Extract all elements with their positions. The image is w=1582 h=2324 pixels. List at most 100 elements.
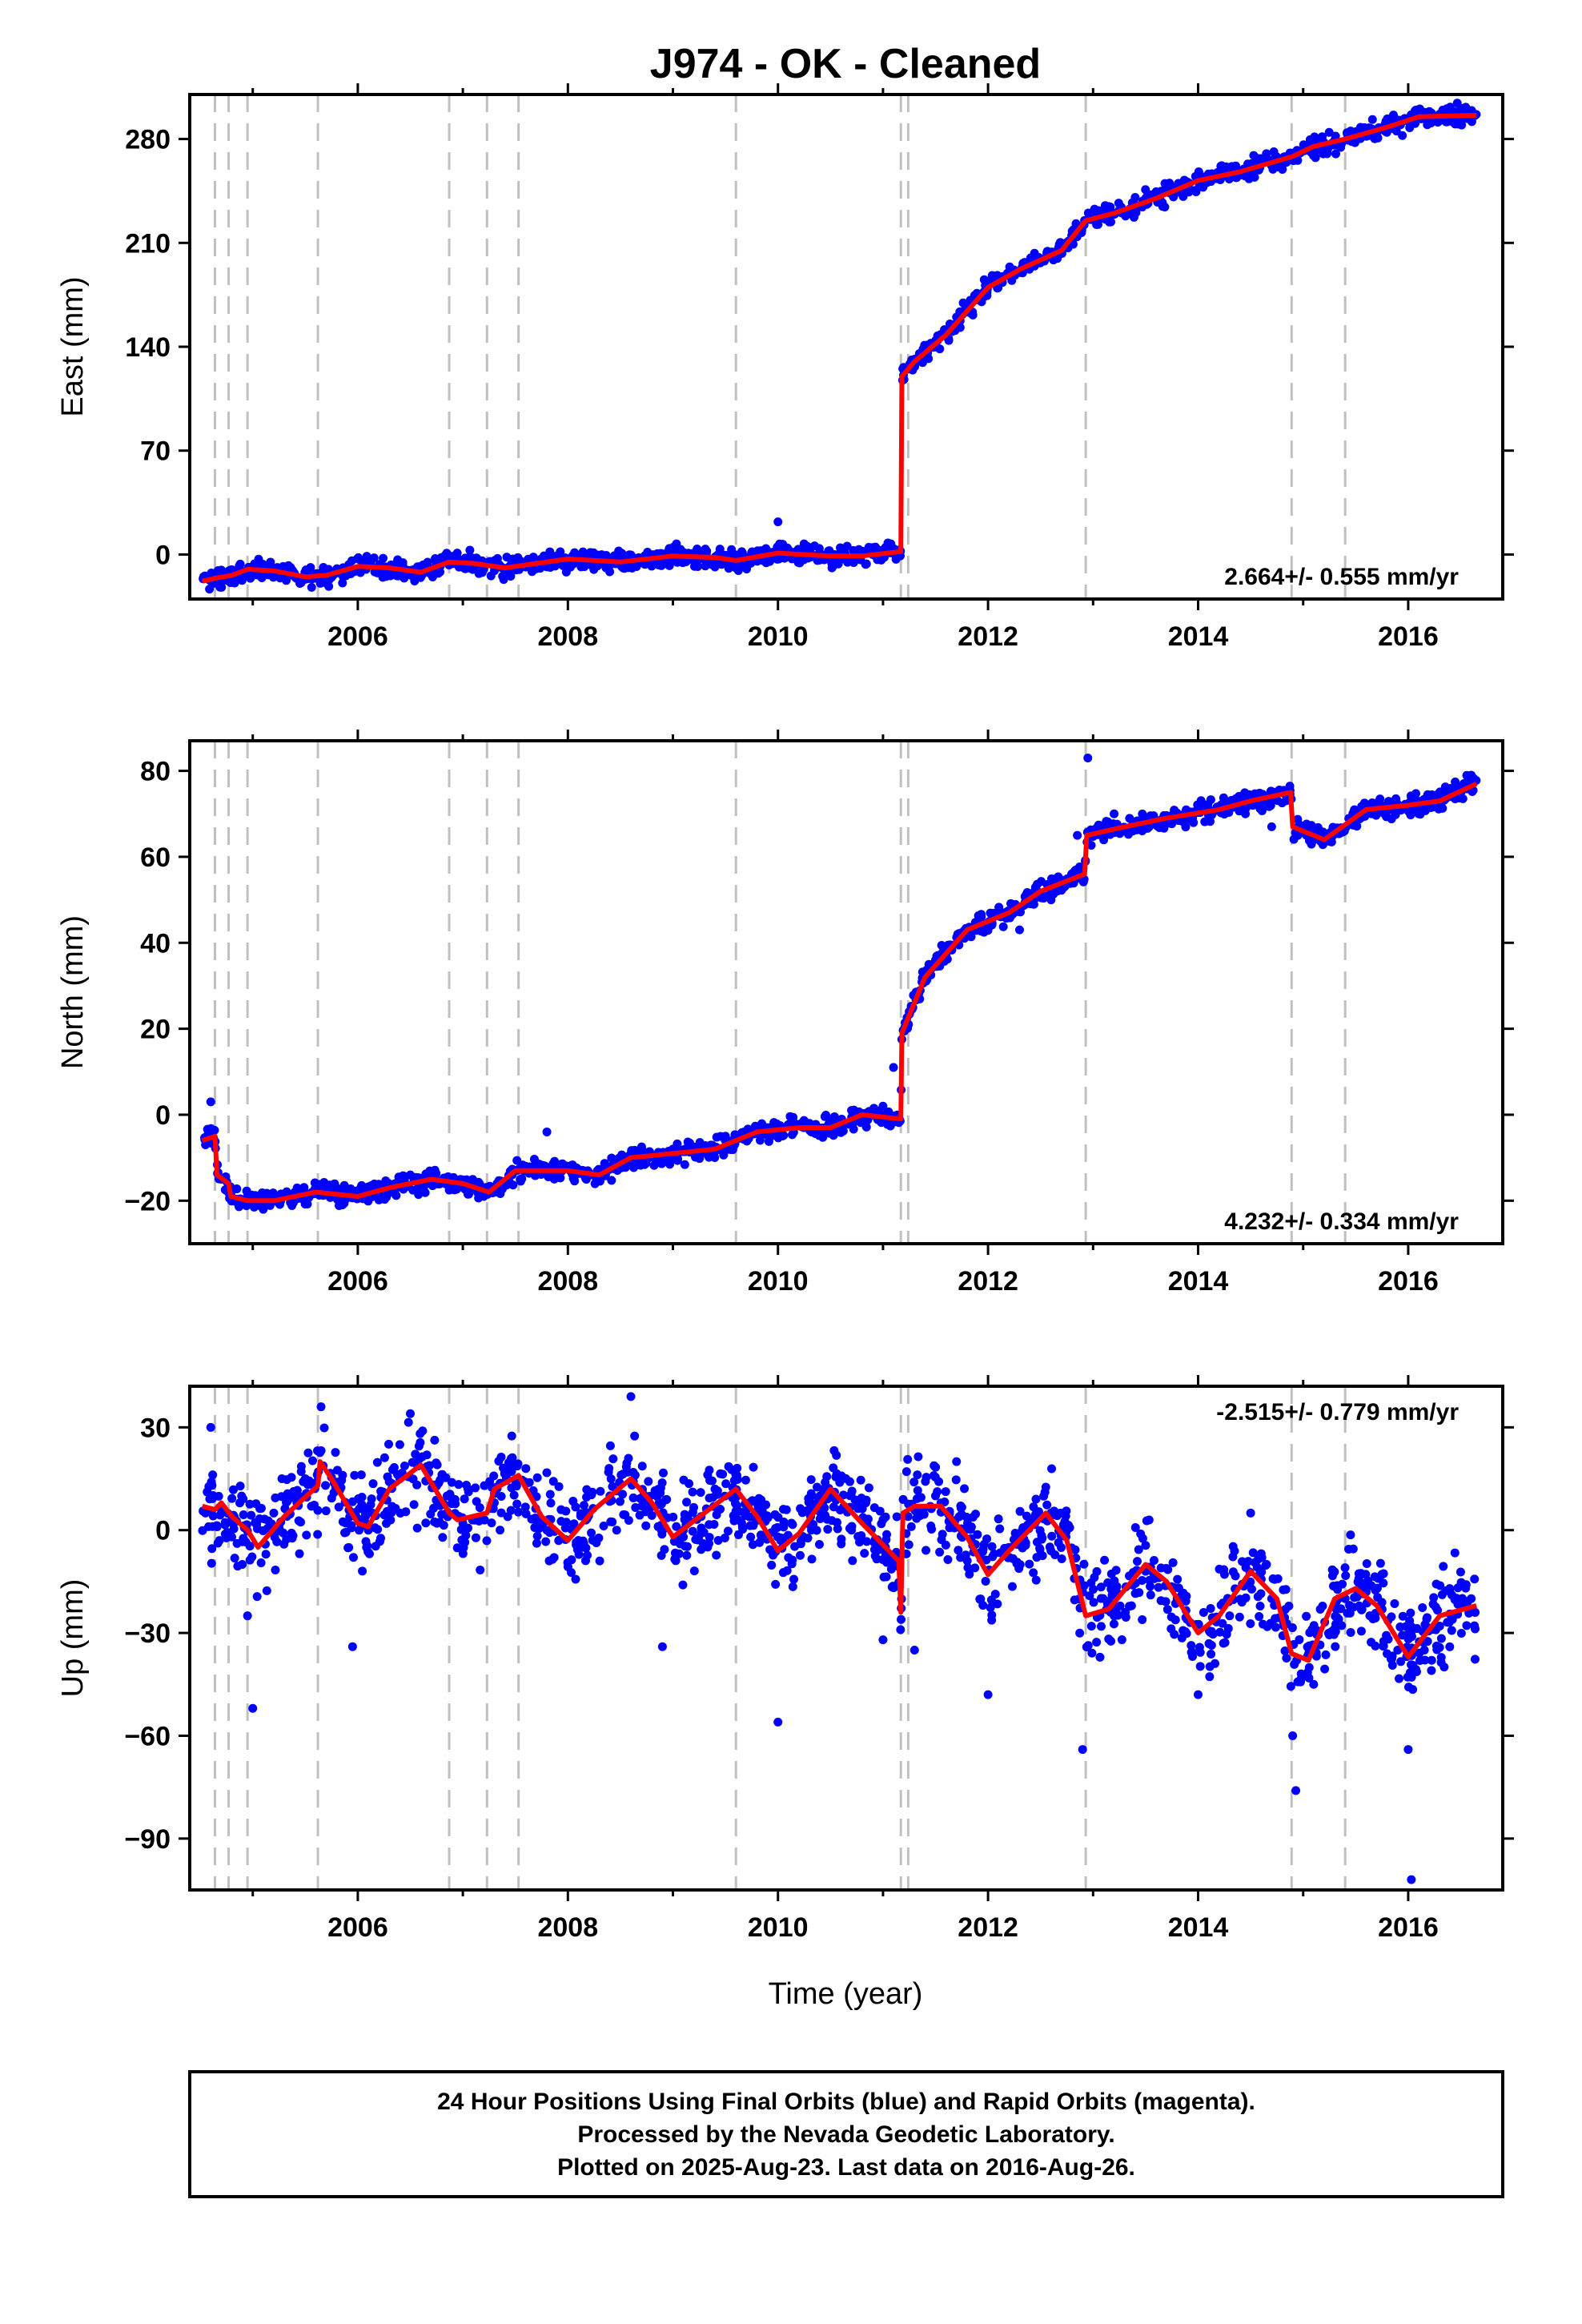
data-point bbox=[502, 570, 512, 580]
x-tick-label-5: 2016 bbox=[1378, 1912, 1439, 1943]
data-point-anchor-38 bbox=[1078, 1745, 1087, 1755]
data-point bbox=[913, 1452, 923, 1462]
panels-group: 0 70 140 210 280 2006 2008 2010 2012 2014 2016 East… bbox=[56, 83, 1514, 1943]
data-point bbox=[571, 1574, 580, 1584]
data-point bbox=[1219, 793, 1228, 802]
data-point bbox=[1162, 1605, 1172, 1614]
data-point bbox=[697, 1528, 706, 1538]
data-point bbox=[803, 1534, 813, 1543]
data-point bbox=[1083, 1641, 1093, 1651]
data-point bbox=[1030, 1510, 1040, 1519]
data-point bbox=[617, 1150, 627, 1160]
panel-frame bbox=[188, 739, 1504, 1245]
data-point bbox=[1408, 1685, 1418, 1695]
data-point bbox=[1439, 1562, 1448, 1571]
data-point bbox=[497, 1184, 507, 1194]
data-point bbox=[869, 1545, 879, 1554]
data-point bbox=[576, 1509, 585, 1518]
data-point bbox=[787, 554, 797, 564]
data-point bbox=[924, 959, 934, 969]
data-point bbox=[665, 561, 674, 570]
data-point bbox=[1056, 1508, 1066, 1518]
panel-up: −90 −60 −30 0 30 2006 2008 2010 2012 2014 2016 Up (… bbox=[56, 1375, 1514, 1943]
data-point bbox=[1453, 1583, 1463, 1593]
data-point bbox=[1311, 153, 1320, 163]
data-point bbox=[1372, 1583, 1382, 1593]
data-point bbox=[1255, 1601, 1265, 1610]
data-point bbox=[460, 564, 470, 573]
data-point bbox=[1282, 1653, 1291, 1663]
data-point bbox=[693, 1535, 703, 1545]
data-point bbox=[362, 552, 371, 561]
data-point bbox=[973, 1530, 982, 1539]
data-point bbox=[416, 1437, 425, 1447]
data-point bbox=[344, 1542, 354, 1552]
data-point bbox=[606, 1517, 616, 1526]
data-point bbox=[716, 1504, 725, 1514]
data-point bbox=[1423, 790, 1432, 799]
data-point bbox=[1406, 1608, 1415, 1618]
data-point bbox=[366, 1500, 375, 1510]
data-point bbox=[1131, 207, 1141, 217]
data-point bbox=[1442, 117, 1452, 127]
y-tick-label-2: 140 bbox=[125, 332, 171, 363]
data-point bbox=[524, 554, 533, 564]
data-point bbox=[860, 1549, 869, 1558]
data-point bbox=[1085, 1591, 1094, 1601]
data-point bbox=[978, 1547, 988, 1557]
data-point bbox=[956, 1553, 966, 1562]
data-point bbox=[1331, 1642, 1340, 1651]
x-tick-label-3: 2012 bbox=[958, 1912, 1018, 1943]
data-point bbox=[864, 1483, 873, 1493]
data-point bbox=[1367, 115, 1377, 124]
data-point bbox=[913, 1470, 922, 1480]
data-point bbox=[413, 1184, 423, 1193]
data-point bbox=[934, 1477, 944, 1486]
data-point bbox=[606, 1474, 616, 1484]
data-point bbox=[370, 1523, 379, 1533]
data-point bbox=[833, 1524, 842, 1534]
data-point bbox=[1177, 1633, 1186, 1642]
data-point bbox=[901, 1467, 911, 1477]
data-point-anchor-20 bbox=[878, 1101, 888, 1111]
data-point bbox=[795, 558, 805, 568]
data-point bbox=[746, 558, 756, 568]
data-point bbox=[630, 1431, 640, 1441]
data-point bbox=[327, 1183, 337, 1192]
data-point bbox=[1141, 1541, 1150, 1550]
data-point bbox=[607, 1176, 616, 1185]
data-point bbox=[447, 1478, 456, 1487]
data-point bbox=[1285, 782, 1295, 791]
data-point bbox=[615, 1497, 624, 1506]
data-point bbox=[1462, 1621, 1472, 1630]
data-point bbox=[395, 1440, 404, 1449]
data-point bbox=[530, 1171, 540, 1180]
data-point bbox=[954, 1546, 963, 1555]
data-point bbox=[807, 1554, 817, 1564]
up-rate-label: -2.515+/- 0.779 mm/yr bbox=[1216, 1399, 1459, 1425]
x-tick-label-0: 2006 bbox=[327, 621, 388, 652]
data-point bbox=[986, 1603, 995, 1613]
data-point bbox=[857, 1494, 866, 1503]
data-point bbox=[354, 1494, 363, 1504]
data-point bbox=[1429, 1593, 1439, 1602]
data-point-anchor-7 bbox=[363, 1183, 373, 1192]
data-point bbox=[682, 1498, 692, 1507]
data-point bbox=[212, 1521, 222, 1530]
data-point bbox=[596, 1486, 605, 1496]
data-point bbox=[588, 1535, 597, 1545]
data-point bbox=[324, 581, 334, 591]
data-point bbox=[1040, 1487, 1050, 1497]
data-point bbox=[346, 1184, 355, 1193]
chart-title: J974 - OK - Cleaned bbox=[650, 41, 1041, 87]
data-point bbox=[476, 1565, 485, 1574]
data-point-anchor-29 bbox=[847, 1526, 857, 1535]
data-point-anchor-39 bbox=[1467, 770, 1476, 780]
data-point bbox=[437, 1470, 447, 1479]
data-point bbox=[679, 1475, 689, 1485]
data-point bbox=[541, 1537, 551, 1546]
data-point bbox=[1106, 202, 1115, 211]
data-point bbox=[516, 1175, 525, 1184]
data-point bbox=[1243, 159, 1253, 169]
